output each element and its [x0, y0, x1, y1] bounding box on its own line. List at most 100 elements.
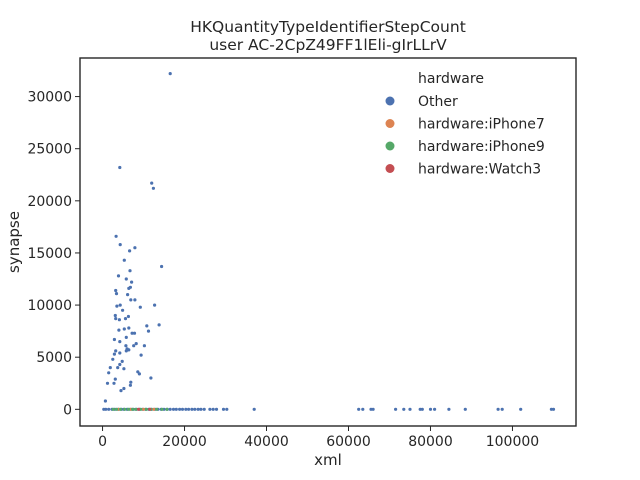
data-point-series-0 — [138, 305, 142, 309]
legend-label: hardware:iPhone9 — [418, 139, 545, 155]
data-point-series-0 — [114, 349, 118, 353]
data-point-series-3 — [137, 407, 141, 411]
data-point-series-0 — [111, 357, 115, 361]
legend: hardware Other hardware:iPhone7 hardware:… — [385, 71, 545, 178]
data-point-series-0 — [145, 324, 149, 328]
x-tick-label: 20000 — [162, 434, 207, 450]
data-point-series-0 — [184, 407, 188, 411]
data-point-series-0 — [190, 407, 194, 411]
data-point-series-0 — [221, 407, 226, 411]
data-point-series-0 — [122, 327, 126, 331]
data-point-series-0 — [193, 407, 197, 411]
data-point-series-0 — [122, 386, 126, 391]
data-point-series-0 — [126, 293, 130, 297]
text-layer: 0 20000 40000 60000 80000 100000 0 5000 10000 150… — [5, 18, 539, 469]
data-point-series-1 — [141, 407, 146, 411]
data-point-series-0 — [357, 407, 361, 411]
data-point-series-0 — [118, 303, 122, 307]
data-point-series-0 — [122, 258, 126, 262]
data-point-series-0 — [121, 308, 125, 312]
data-point-series-0 — [114, 317, 118, 321]
data-point-series-0 — [208, 407, 212, 411]
y-tick-label: 10000 — [27, 298, 72, 314]
data-point-series-0 — [115, 304, 119, 308]
data-point-series-0 — [124, 349, 128, 353]
data-point-series-0 — [113, 313, 117, 318]
data-point-series-0 — [187, 407, 191, 411]
data-point-series-0 — [127, 286, 131, 290]
data-point-series-0 — [114, 292, 119, 296]
data-point-series-0 — [133, 298, 137, 302]
data-point-series-0 — [108, 366, 112, 370]
data-point-series-0 — [118, 351, 122, 355]
x-tick-label: 100000 — [486, 434, 539, 450]
data-point-series-0 — [361, 407, 365, 411]
legend-marker — [385, 119, 395, 128]
data-point-series-0 — [122, 367, 126, 371]
data-point-series-2 — [111, 407, 115, 411]
data-point-series-0 — [153, 303, 157, 307]
data-point-series-2 — [160, 407, 164, 411]
data-point-series-0 — [119, 389, 123, 393]
y-tick-label: 20000 — [27, 194, 72, 210]
data-point-series-0 — [519, 407, 523, 411]
data-point-series-0 — [160, 264, 164, 269]
chart-title: HKQuantityTypeIdentifierStepCount — [190, 18, 466, 36]
data-point-series-0 — [126, 314, 130, 319]
data-point-series-0 — [118, 243, 122, 247]
data-point-series-3 — [148, 407, 152, 411]
data-point-series-0 — [463, 407, 467, 411]
data-point-series-0 — [129, 298, 133, 302]
data-point-series-0 — [107, 407, 111, 411]
data-point-series-0 — [118, 165, 122, 170]
data-point-series-0 — [157, 323, 161, 327]
data-point-series-0 — [114, 288, 118, 293]
data-point-series-0 — [151, 186, 155, 190]
data-point-series-2 — [134, 407, 138, 411]
data-point-series-2 — [130, 407, 135, 411]
points-layer — [102, 72, 556, 411]
data-point-series-0 — [130, 280, 134, 284]
data-point-series-0 — [178, 407, 182, 411]
legend-marker — [385, 141, 395, 151]
data-point-series-0 — [447, 407, 451, 411]
legend-label: hardware:Watch3 — [418, 162, 541, 178]
data-point-series-0 — [199, 407, 203, 411]
data-point-series-0 — [211, 407, 215, 411]
data-point-series-2 — [119, 407, 123, 411]
data-point-series-0 — [118, 340, 122, 344]
legend-label: Other — [418, 94, 458, 110]
data-point-series-0 — [146, 329, 151, 333]
data-point-series-0 — [132, 331, 137, 335]
data-point-series-0 — [129, 380, 133, 384]
x-axis-label: xml — [314, 451, 342, 469]
data-point-series-0 — [168, 407, 172, 411]
data-point-series-0 — [107, 371, 111, 375]
data-point-series-0 — [132, 344, 136, 348]
data-point-series-0 — [500, 407, 504, 411]
data-point-series-0 — [551, 407, 556, 411]
legend-marker — [385, 96, 395, 106]
data-point-series-0 — [130, 331, 134, 335]
y-tick-label: 15000 — [27, 246, 72, 262]
legend-marker — [385, 164, 395, 173]
data-point-series-0 — [104, 407, 108, 411]
data-point-series-0 — [394, 407, 398, 411]
data-point-series-0 — [214, 407, 219, 411]
axes-layer — [75, 57, 577, 431]
data-point-series-0 — [174, 407, 178, 411]
data-point-series-2 — [155, 407, 159, 411]
y-tick-label: 30000 — [27, 90, 72, 106]
data-point-series-0 — [428, 407, 433, 411]
y-tick-label: 5000 — [36, 350, 72, 366]
data-point-series-0 — [168, 72, 172, 76]
x-tick-label: 40000 — [244, 434, 289, 450]
data-point-series-0 — [112, 337, 116, 342]
data-point-series-0 — [150, 181, 154, 185]
data-point-series-2 — [123, 407, 127, 411]
data-point-series-0 — [252, 407, 256, 411]
data-point-series-2 — [165, 407, 169, 411]
data-point-series-0 — [116, 366, 120, 370]
data-point-series-0 — [120, 359, 124, 363]
legend-title: hardware — [418, 71, 484, 87]
